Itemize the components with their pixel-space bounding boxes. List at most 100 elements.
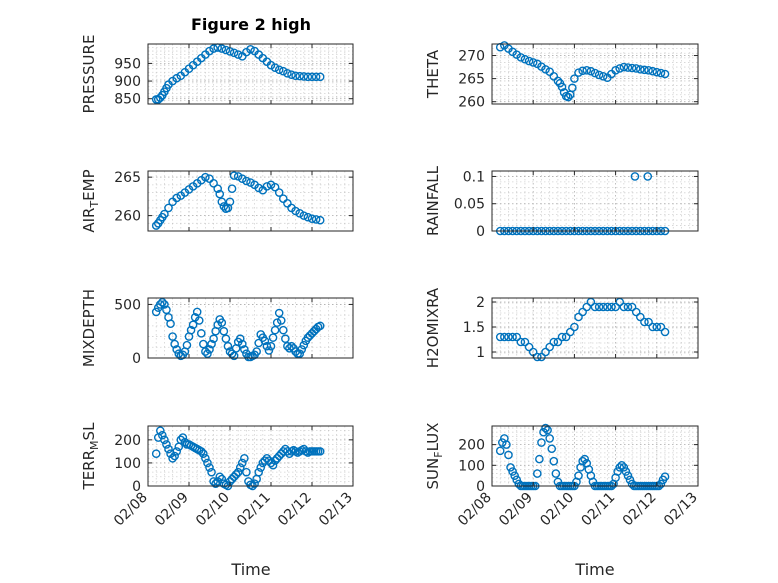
data-point [516, 337, 526, 347]
data-point [209, 477, 218, 486]
data-point [307, 72, 317, 82]
data-point [268, 333, 278, 342]
data-point [652, 322, 662, 332]
data-point [621, 467, 631, 476]
data-point [611, 66, 620, 75]
y-tick-label: 0 [132, 479, 141, 495]
y-axis-label-1: THETA [424, 49, 442, 99]
data-point [172, 345, 181, 354]
y-tick-label: 1 [476, 345, 485, 361]
data-point [537, 438, 546, 447]
subplot-mixdepth: 0 500 MIXDEPTH [80, 289, 354, 367]
data-point [512, 332, 522, 342]
data-point [615, 463, 625, 472]
data-point [227, 349, 237, 359]
data-point [168, 454, 177, 463]
data-point [561, 332, 571, 342]
data-point [213, 184, 222, 193]
data-point [315, 215, 325, 225]
axes-box [147, 425, 354, 487]
y-axis-label-7: SUNFLUX [424, 423, 445, 490]
data-point [201, 454, 210, 463]
y-tick-label: 0 [132, 351, 141, 367]
data-point [660, 327, 670, 337]
y-tick-label: 0 [476, 479, 485, 495]
data-point [541, 65, 550, 74]
data-point [611, 302, 620, 312]
data-point [162, 440, 171, 449]
data-point [619, 62, 629, 72]
data-point [508, 332, 517, 342]
data-point [627, 63, 637, 73]
axes-box [491, 297, 699, 359]
data-point [299, 72, 309, 81]
subplots: 850 900 950 PRESSURE 260 265 270 THETA 260 265 AIR… [80, 35, 701, 530]
data-point [217, 474, 227, 484]
subplot-h2omixra: 1 1.5 2 H2OMIXRA [424, 287, 699, 368]
data-point [656, 68, 666, 78]
data-series [151, 171, 325, 230]
data-point [524, 56, 534, 66]
data-point [196, 447, 206, 456]
x-tick-label: 02/13 [316, 490, 356, 530]
data-point [619, 463, 629, 472]
data-point [223, 341, 233, 351]
data-point [278, 66, 288, 76]
data-point [299, 340, 309, 350]
data-point [250, 479, 259, 488]
data-point [578, 66, 587, 76]
figure-title: Figure 2 high [191, 15, 311, 34]
data-point [166, 319, 175, 329]
data-point [549, 337, 559, 347]
y-tick-label: 100 [114, 456, 141, 472]
data-point [545, 342, 554, 352]
data-point [311, 72, 321, 82]
data-point [237, 339, 247, 349]
subplot-pressure: 850 900 950 PRESSURE [80, 35, 354, 113]
data-point [260, 336, 270, 346]
data-point [553, 337, 563, 347]
y-tick-label: 850 [114, 92, 141, 108]
data-point [623, 471, 633, 480]
data-point [272, 318, 282, 327]
data-point [533, 469, 542, 478]
data-point [520, 54, 530, 64]
data-point [155, 426, 165, 435]
subplot-theta: 260 265 270 THETA [424, 41, 699, 111]
data-point [229, 171, 239, 180]
data-point [315, 447, 325, 456]
data-point [615, 64, 625, 73]
data-point [570, 322, 579, 332]
data-point [497, 438, 507, 447]
y-tick-label: 950 [114, 56, 141, 72]
data-point [307, 214, 317, 223]
data-point [242, 467, 251, 477]
data-point [574, 471, 583, 480]
data-point [219, 326, 229, 336]
data-point [574, 68, 583, 77]
data-point [151, 449, 161, 458]
data-point [215, 189, 225, 199]
data-point [217, 197, 227, 207]
data-point [643, 172, 653, 181]
axes-box [491, 170, 699, 232]
data-point [295, 349, 305, 359]
y-tick-label: 0.1 [463, 169, 485, 185]
data-point [297, 345, 307, 354]
y-tick-label: 1.5 [463, 320, 485, 336]
data-point [303, 212, 313, 222]
data-point [164, 444, 173, 454]
data-point [203, 349, 212, 359]
data-point [262, 341, 272, 351]
data-point [283, 68, 292, 78]
y-tick-label: 0 [476, 224, 485, 240]
data-point [500, 332, 509, 342]
data-point [155, 93, 165, 102]
data-point [541, 423, 550, 433]
data-point [205, 463, 214, 472]
data-point [582, 302, 592, 312]
x-tick-label: 02/11 [234, 490, 274, 530]
subplot-air-temp: 260 265 AIRTEMP [80, 169, 354, 233]
x-axis-label-right: Time [574, 560, 614, 579]
data-point [594, 302, 604, 312]
